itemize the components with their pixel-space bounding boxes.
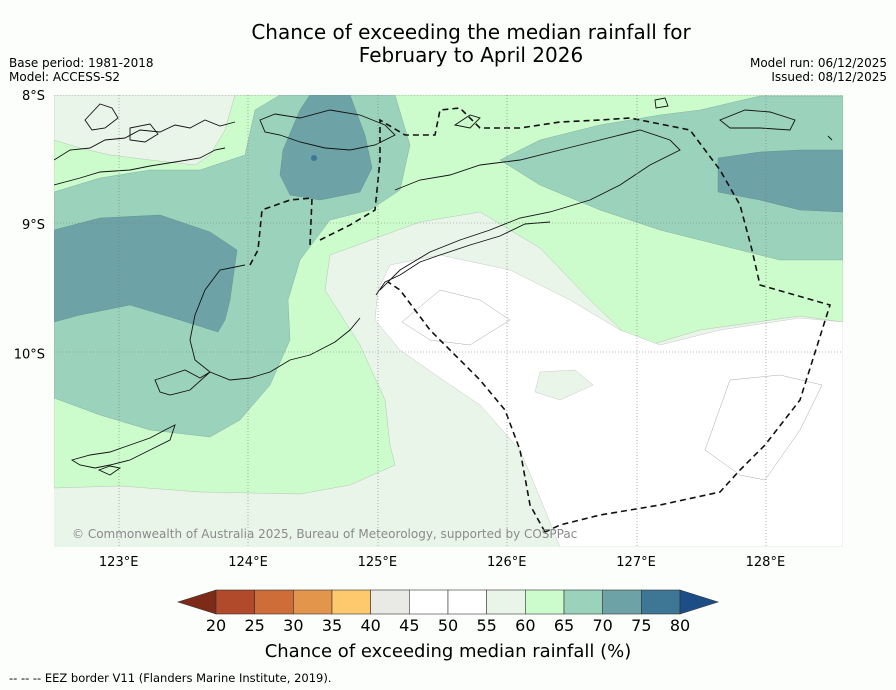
colorbar-extend-low [177, 589, 217, 615]
colorbar-tick-label: 50 [438, 616, 458, 635]
region-55-60-patch [534, 369, 594, 401]
colorbar-segment [447, 589, 487, 615]
base-period: Base period: 1981-2018 [9, 56, 154, 70]
y-tick-label: 10°S [14, 347, 45, 362]
region-50-patch-small [401, 289, 511, 346]
colorbar-tick-label: 55 [476, 616, 496, 635]
model-run-date: Model run: 06/12/2025 [750, 56, 887, 70]
colorbar-segment [525, 589, 565, 615]
colorbar-segment [331, 589, 371, 615]
x-tick-label: 127°E [616, 555, 656, 570]
colorbar-segment [602, 589, 642, 615]
copyright-credit: © Commonwealth of Australia 2025, Bureau… [72, 527, 577, 541]
x-tick-label: 124°E [228, 555, 268, 570]
x-tick-label: 126°E [487, 555, 527, 570]
chart-title-line2: February to April 2026 [359, 43, 583, 67]
colorbar-tick-label: 70 [592, 616, 612, 635]
x-axis-ticks: 123°E 124°E 125°E 126°E 127°E 128°E [99, 555, 785, 570]
region-75-80-spot [311, 155, 317, 161]
colorbar-segment [409, 589, 449, 615]
region-65-70-east [499, 95, 843, 261]
colorbar-tick-label: 20 [206, 616, 226, 635]
colorbar-tick-label: 25 [244, 616, 264, 635]
model-name: Model: ACCESS-S2 [9, 70, 120, 84]
colorbar-segment [486, 589, 526, 615]
issued-date: Issued: 08/12/2025 [771, 70, 887, 84]
colorbar-tick-label: 65 [554, 616, 574, 635]
colorbar: 20 25 30 35 40 45 50 55 60 65 70 75 80 [177, 589, 719, 635]
eez-footnote: -- -- -- EEZ border V11 (Flanders Marine… [9, 671, 331, 685]
colorbar-tick-label: 60 [515, 616, 535, 635]
colorbar-segment [254, 589, 294, 615]
colorbar-segment [641, 589, 681, 615]
colorbar-tick-label: 35 [322, 616, 342, 635]
colorbar-tick-label: 75 [631, 616, 651, 635]
colorbar-tick-label: 30 [283, 616, 303, 635]
x-tick-label: 125°E [358, 555, 398, 570]
region-70-75-east [717, 149, 843, 213]
y-axis-ticks: 8°S 9°S 10°S [14, 89, 45, 362]
colorbar-segment [563, 589, 603, 615]
colorbar-label: Chance of exceeding median rainfall (%) [265, 641, 632, 662]
region-70-75-north [279, 95, 373, 201]
x-tick-label: 123°E [99, 555, 139, 570]
colorbar-segment [293, 589, 333, 615]
region-70-75-west [54, 214, 238, 333]
map-area: © Commonwealth of Australia 2025, Bureau… [54, 95, 843, 547]
colorbar-segment [370, 589, 410, 615]
colorbar-tick-label: 40 [360, 616, 380, 635]
colorbar-segment [215, 589, 255, 615]
colorbar-extend-high [679, 589, 719, 615]
gridlines [54, 95, 843, 547]
coastlines [54, 97, 833, 476]
y-tick-label: 9°S [22, 218, 45, 233]
chart-title-line1: Chance of exceeding the median rainfall … [251, 20, 691, 44]
y-tick-label: 8°S [22, 89, 45, 104]
eez-border [249, 107, 832, 533]
colorbar-tick-label: 80 [670, 616, 690, 635]
region-50-patch-east [704, 374, 823, 481]
colorbar-tick-label: 45 [399, 616, 419, 635]
x-tick-label: 128°E [746, 555, 786, 570]
